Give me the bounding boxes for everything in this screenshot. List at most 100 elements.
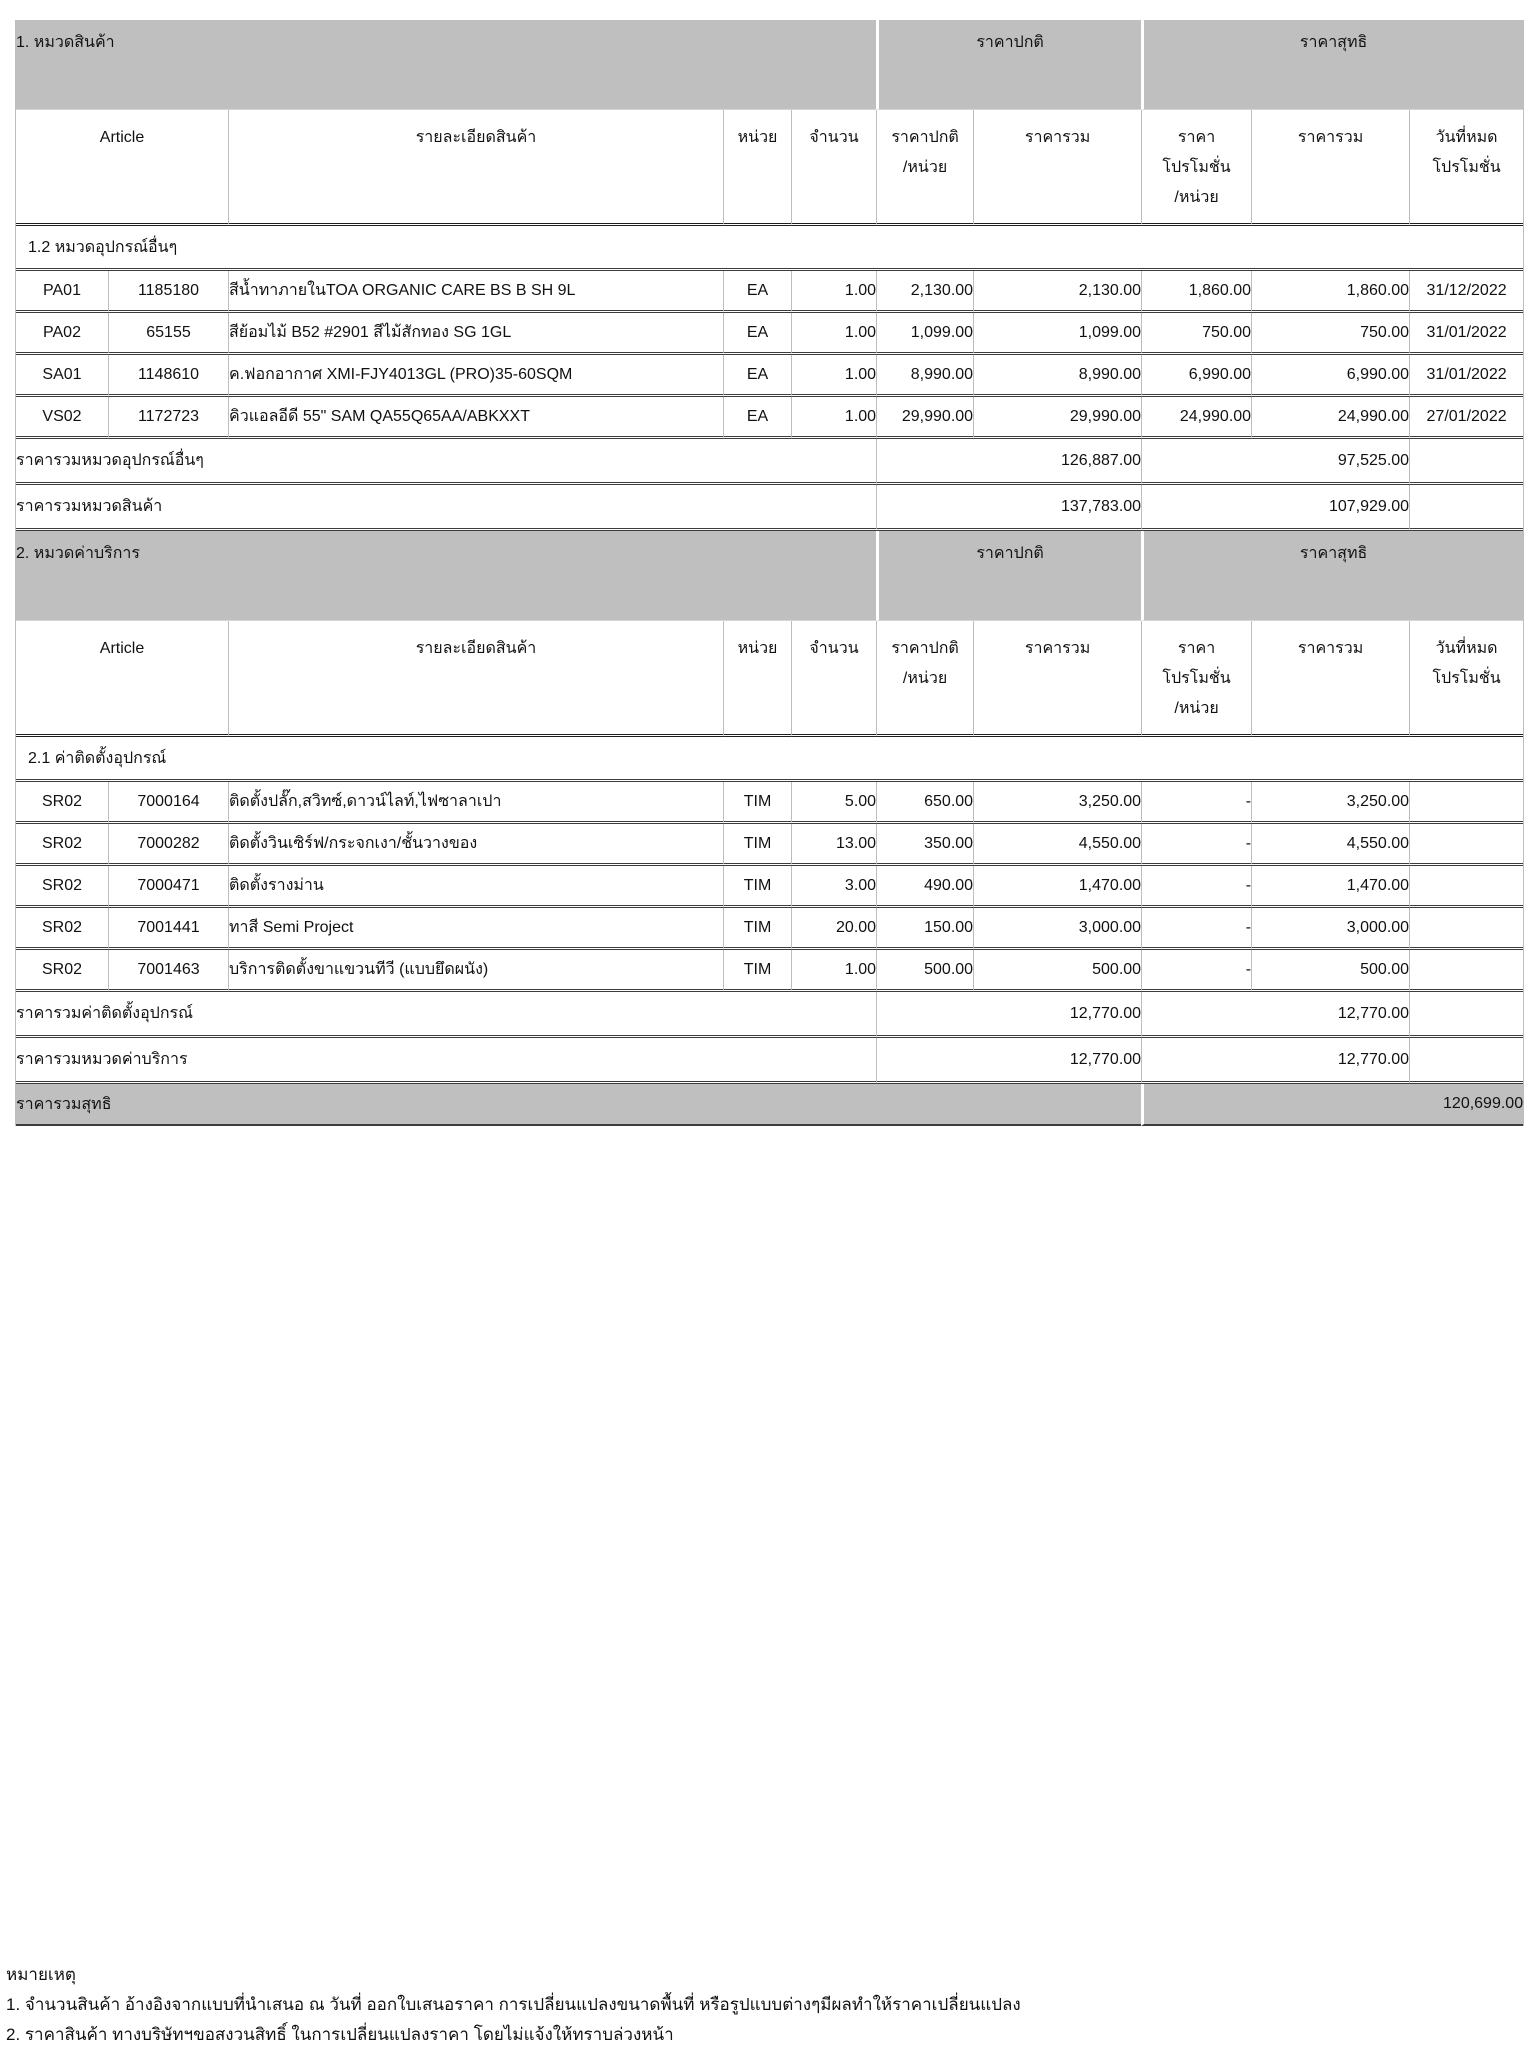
- table-row: PA02 65155 สีย้อมไม้ B52 #2901 สีไม้สักท…: [16, 313, 1524, 355]
- note-line-2: 2. ราคาสินค้า ทางบริษัทฯขอสงวนสิทธิ์ ในก…: [6, 2025, 674, 2044]
- promo-expiry-line2: โปรโมชั่น: [1432, 670, 1501, 687]
- quantity-cell: 20.00: [791, 908, 877, 950]
- quantity-cell: 3.00: [791, 866, 877, 908]
- column-header-quantity: จำนวน: [791, 621, 877, 737]
- subtotal-empty-cell: [1409, 485, 1524, 531]
- quantity-cell: 13.00: [791, 824, 877, 866]
- promo-expiry-cell: 31/01/2022: [1409, 355, 1524, 397]
- article-number-cell: 1148610: [108, 355, 228, 397]
- unit-cell: EA: [723, 313, 791, 355]
- table-row: SR02 7001441 ทาสี Semi Project TIM 20.00…: [16, 908, 1524, 950]
- section2-column-header-row: Article รายละเอียดสินค้า หน่วย จำนวน ราค…: [16, 621, 1524, 737]
- article-number-cell: 7000282: [108, 824, 228, 866]
- article-code-cell: SR02: [16, 950, 108, 992]
- subsection-1-2-row: 1.2 หมวดอุปกรณ์อื่นๆ: [16, 226, 1524, 271]
- unit-cell: EA: [723, 355, 791, 397]
- promo-unit-price-line2: โปรโมชั่น: [1162, 670, 1231, 687]
- unit-cell: EA: [723, 397, 791, 439]
- subtotal-normal-value: 126,887.00: [876, 439, 1142, 485]
- table-row: SR02 7000164 ติดตั้งปลั๊ก,สวิทซ์,ดาวน์ไล…: [16, 782, 1524, 824]
- normal-total-cell: 2,130.00: [973, 271, 1142, 313]
- article-code-cell: SA01: [16, 355, 108, 397]
- promo-expiry-line1: วันที่หมด: [1435, 129, 1498, 146]
- column-header-description: รายละเอียดสินค้า: [228, 621, 723, 737]
- footer-notes: หมายเหตุ 1. จำนวนสินค้า อ้างอิงจากแบบที่…: [6, 1960, 1021, 2048]
- promo-unit-price-cell: 1,860.00: [1141, 271, 1252, 313]
- subtotal-normal-value: 12,770.00: [876, 992, 1142, 1038]
- normal-unit-price-cell: 8,990.00: [876, 355, 974, 397]
- subtotal-row: ราคารวมหมวดสินค้า 137,783.00 107,929.00: [16, 485, 1524, 531]
- promo-unit-price-cell: -: [1141, 908, 1252, 950]
- normal-total-cell: 3,250.00: [973, 782, 1142, 824]
- promo-unit-price-line1: ราคา: [1177, 129, 1216, 146]
- column-header-quantity: จำนวน: [791, 110, 877, 226]
- subtotal-label: ราคารวมหมวดค่าบริการ: [16, 1038, 877, 1084]
- article-code-cell: VS02: [16, 397, 108, 439]
- column-header-normal-unit-price: ราคาปกติ /หน่วย: [876, 621, 974, 737]
- subsection-2-1-label: 2.1 ค่าติดตั้งอุปกรณ์: [16, 737, 1524, 782]
- net-total-cell: 24,990.00: [1251, 397, 1410, 439]
- normal-unit-price-cell: 350.00: [876, 824, 974, 866]
- column-header-article: Article: [16, 110, 228, 226]
- subtotal-net-value: 97,525.00: [1141, 439, 1410, 485]
- promo-expiry-cell: [1409, 824, 1524, 866]
- description-cell: ค.ฟอกอากาศ XMI-FJY4013GL (PRO)35-60SQM: [228, 355, 723, 397]
- subtotal-net-value: 12,770.00: [1141, 992, 1410, 1038]
- column-header-net-total: ราคารวม: [1251, 110, 1410, 226]
- net-total-cell: 6,990.00: [1251, 355, 1410, 397]
- column-header-promo-unit-price: ราคา โปรโมชั่น /หน่วย: [1141, 621, 1252, 737]
- section1-net-price-group-header: ราคาสุทธิ: [1141, 20, 1524, 110]
- promo-expiry-cell: [1409, 866, 1524, 908]
- net-total-cell: 750.00: [1251, 313, 1410, 355]
- subtotal-normal-value: 12,770.00: [876, 1038, 1142, 1084]
- article-number-cell: 7000164: [108, 782, 228, 824]
- normal-total-cell: 8,990.00: [973, 355, 1142, 397]
- promo-unit-price-cell: -: [1141, 824, 1252, 866]
- quantity-cell: 1.00: [791, 397, 877, 439]
- net-total-cell: 3,000.00: [1251, 908, 1410, 950]
- description-cell: ทาสี Semi Project: [228, 908, 723, 950]
- section1-column-header-row: Article รายละเอียดสินค้า หน่วย จำนวน ราค…: [16, 110, 1524, 226]
- promo-expiry-cell: [1409, 782, 1524, 824]
- article-number-cell: 1185180: [108, 271, 228, 313]
- article-number-cell: 7000471: [108, 866, 228, 908]
- unit-cell: TIM: [723, 908, 791, 950]
- normal-unit-price-cell: 490.00: [876, 866, 974, 908]
- description-cell: ติดตั้งวินเซิร์ฟ/กระจกเงา/ชั้นวางของ: [228, 824, 723, 866]
- unit-cell: TIM: [723, 824, 791, 866]
- promo-unit-price-line1: ราคา: [1177, 640, 1216, 657]
- net-total-cell: 1,470.00: [1251, 866, 1410, 908]
- normal-unit-price-line2: /หน่วย: [902, 159, 948, 176]
- normal-total-cell: 500.00: [973, 950, 1142, 992]
- description-cell: สีย้อมไม้ B52 #2901 สีไม้สักทอง SG 1GL: [228, 313, 723, 355]
- subsection-2-1-row: 2.1 ค่าติดตั้งอุปกรณ์: [16, 737, 1524, 782]
- unit-cell: TIM: [723, 782, 791, 824]
- promo-expiry-cell: 27/01/2022: [1409, 397, 1524, 439]
- column-header-normal-unit-price: ราคาปกติ /หน่วย: [876, 110, 974, 226]
- promo-unit-price-cell: -: [1141, 950, 1252, 992]
- promo-unit-price-cell: 6,990.00: [1141, 355, 1252, 397]
- section2-band-title: 2. หมวดค่าบริการ: [16, 531, 877, 621]
- normal-unit-price-cell: 650.00: [876, 782, 974, 824]
- subtotal-empty-cell: [1409, 439, 1524, 485]
- column-header-normal-total: ราคารวม: [973, 621, 1142, 737]
- column-header-description: รายละเอียดสินค้า: [228, 110, 723, 226]
- table-row: SR02 7001463 บริการติดตั้งขาแขวนทีวี (แบ…: [16, 950, 1524, 992]
- description-cell: บริการติดตั้งขาแขวนทีวี (แบบยึดผนัง): [228, 950, 723, 992]
- section1-normal-price-group-header: ราคาปกติ: [876, 20, 1142, 110]
- net-total-cell: 4,550.00: [1251, 824, 1410, 866]
- description-cell: สีน้ำทาภายในTOA ORGANIC CARE BS B SH 9L: [228, 271, 723, 313]
- promo-unit-price-cell: -: [1141, 782, 1252, 824]
- normal-unit-price-line1: ราคาปกติ: [891, 129, 959, 146]
- normal-total-cell: 1,099.00: [973, 313, 1142, 355]
- article-code-cell: PA01: [16, 271, 108, 313]
- normal-total-cell: 4,550.00: [973, 824, 1142, 866]
- normal-unit-price-cell: 150.00: [876, 908, 974, 950]
- unit-cell: EA: [723, 271, 791, 313]
- description-cell: ติดตั้งปลั๊ก,สวิทซ์,ดาวน์ไลท์,ไฟซาลาเปา: [228, 782, 723, 824]
- article-code-cell: SR02: [16, 824, 108, 866]
- column-header-net-total: ราคารวม: [1251, 621, 1410, 737]
- table-row: VS02 1172723 คิวแอลอีดี 55" SAM QA55Q65A…: [16, 397, 1524, 439]
- subtotal-row: ราคารวมหมวดอุปกรณ์อื่นๆ 126,887.00 97,52…: [16, 439, 1524, 485]
